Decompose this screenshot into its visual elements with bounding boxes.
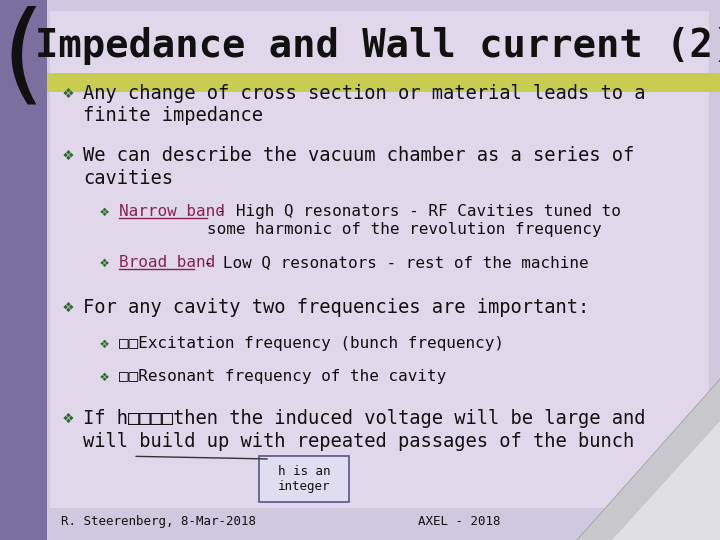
FancyBboxPatch shape (50, 11, 709, 508)
Polygon shape (612, 421, 720, 540)
Text: R. Steerenberg, 8-Mar-2018: R. Steerenberg, 8-Mar-2018 (61, 515, 256, 528)
Text: For any cavity two frequencies are important:: For any cavity two frequencies are impor… (83, 298, 589, 316)
Bar (47, 73, 720, 92)
Text: ❖: ❖ (63, 84, 74, 102)
Text: - Low Q resonators - rest of the machine: - Low Q resonators - rest of the machine (194, 255, 589, 271)
Polygon shape (576, 378, 720, 540)
Text: □□Excitation frequency (bunch frequency): □□Excitation frequency (bunch frequency) (119, 336, 504, 352)
Bar (0, 0, 47, 540)
Text: □□Resonant frequency of the cavity: □□Resonant frequency of the cavity (119, 369, 446, 384)
Text: - High Q resonators - RF Cavities tuned to
some harmonic of the revolution frequ: - High Q resonators - RF Cavities tuned … (207, 204, 621, 237)
Text: Impedance and Wall current (2): Impedance and Wall current (2) (35, 27, 720, 65)
Text: ❖: ❖ (100, 255, 109, 271)
FancyBboxPatch shape (259, 456, 349, 502)
Text: AXEL - 2018: AXEL - 2018 (418, 515, 500, 528)
Text: ❖: ❖ (100, 336, 109, 352)
Text: ❖: ❖ (100, 204, 109, 219)
Text: ❖: ❖ (63, 146, 74, 164)
Text: ❖: ❖ (100, 369, 109, 384)
Text: We can describe the vacuum chamber as a series of
cavities: We can describe the vacuum chamber as a … (83, 146, 634, 187)
Text: Broad band: Broad band (119, 255, 215, 271)
Text: If h□□□□then the induced voltage will be large and
will build up with repeated p: If h□□□□then the induced voltage will be… (83, 409, 645, 451)
Text: (: ( (1, 6, 45, 113)
Text: ❖: ❖ (63, 409, 74, 427)
Text: h is an
integer: h is an integer (278, 465, 330, 493)
Text: Narrow band: Narrow band (119, 204, 225, 219)
Text: Any change of cross section or material leads to a
finite impedance: Any change of cross section or material … (83, 84, 645, 125)
Text: ❖: ❖ (63, 298, 74, 315)
